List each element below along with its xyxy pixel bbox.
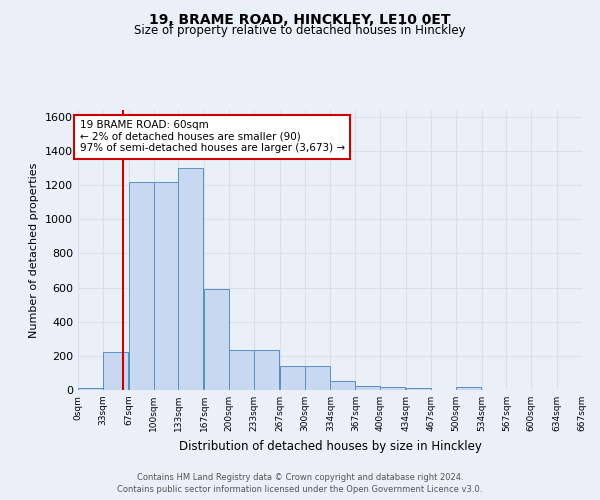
Bar xyxy=(355,386,380,390)
Text: Size of property relative to detached houses in Hinckley: Size of property relative to detached ho… xyxy=(134,24,466,37)
Text: 19 BRAME ROAD: 60sqm
← 2% of detached houses are smaller (90)
97% of semi-detach: 19 BRAME ROAD: 60sqm ← 2% of detached ho… xyxy=(80,120,344,154)
Text: Contains HM Land Registry data © Crown copyright and database right 2024.: Contains HM Land Registry data © Crown c… xyxy=(137,472,463,482)
Bar xyxy=(406,388,431,390)
Bar xyxy=(178,168,203,390)
Bar xyxy=(280,366,305,390)
Y-axis label: Number of detached properties: Number of detached properties xyxy=(29,162,40,338)
Bar xyxy=(78,388,103,390)
Bar xyxy=(154,182,178,390)
Bar xyxy=(305,366,329,390)
Bar xyxy=(204,290,229,390)
Text: Contains public sector information licensed under the Open Government Licence v3: Contains public sector information licen… xyxy=(118,485,482,494)
Bar xyxy=(229,350,254,390)
Bar xyxy=(103,352,128,390)
Bar xyxy=(456,388,481,390)
Bar xyxy=(128,182,154,390)
X-axis label: Distribution of detached houses by size in Hinckley: Distribution of detached houses by size … xyxy=(179,440,481,452)
Bar xyxy=(331,382,355,390)
Bar xyxy=(254,350,279,390)
Text: 19, BRAME ROAD, HINCKLEY, LE10 0ET: 19, BRAME ROAD, HINCKLEY, LE10 0ET xyxy=(149,12,451,26)
Bar xyxy=(380,386,405,390)
